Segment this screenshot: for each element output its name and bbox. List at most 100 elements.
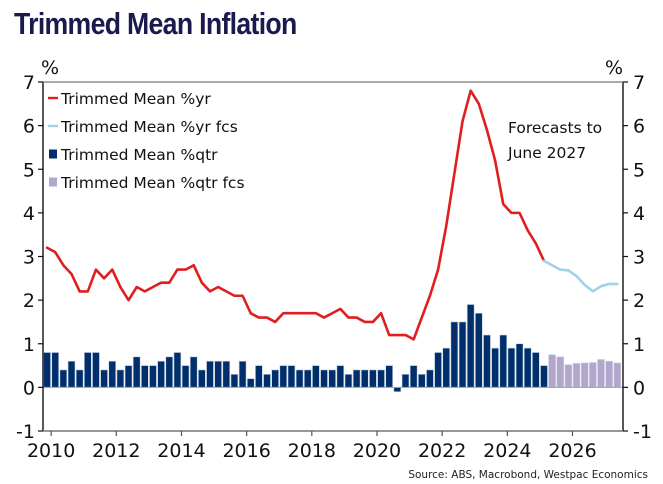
y-tick-label-right: 6 bbox=[633, 116, 645, 138]
y-tick-label-right: 3 bbox=[633, 247, 645, 269]
x-tick-label: 2012 bbox=[92, 440, 140, 462]
bar-mark bbox=[287, 365, 296, 388]
trimmed-mean-yr-fcs-line bbox=[542, 259, 619, 293]
bar-mark bbox=[442, 347, 451, 388]
bar-mark bbox=[336, 365, 345, 388]
axes-layer: -1 -1 0 0 1 1 2 2 3 3 4 4 5 5 6 6 7 7% % 2010 2012 2014 2016 20… bbox=[16, 57, 652, 462]
bar-mark bbox=[328, 369, 336, 388]
bar-mark bbox=[108, 360, 117, 388]
bar-mark bbox=[393, 387, 402, 393]
bar-mark bbox=[458, 321, 467, 388]
bar-mark bbox=[418, 373, 426, 388]
bar-mark bbox=[401, 373, 410, 388]
bar-mark bbox=[246, 378, 255, 388]
y-tick-label-right: 1 bbox=[633, 334, 645, 356]
legend-label: Trimmed Mean %qtr bbox=[60, 146, 218, 164]
bar-mark bbox=[515, 343, 524, 388]
bar-mark bbox=[149, 365, 157, 388]
y-tick-label-right: 7 bbox=[633, 72, 645, 94]
bar-mark bbox=[303, 369, 312, 388]
bar-mark bbox=[230, 373, 239, 388]
bar-mark bbox=[295, 369, 304, 388]
bar-mark bbox=[214, 360, 222, 388]
bar-mark bbox=[67, 360, 76, 388]
x-tick-label: 2020 bbox=[353, 440, 401, 462]
bar-mark bbox=[597, 359, 605, 388]
y-tick-label-right: 4 bbox=[633, 203, 645, 225]
bar-mark bbox=[556, 356, 565, 388]
bar-mark bbox=[434, 352, 442, 388]
bar-mark bbox=[59, 369, 68, 388]
source-note: Source: ABS, Macrobond, Westpac Economic… bbox=[408, 469, 648, 481]
x-tick-label: 2014 bbox=[157, 440, 205, 462]
y-tick-label-left: 2 bbox=[23, 290, 35, 312]
bar-mark bbox=[222, 360, 231, 388]
bar-mark bbox=[255, 365, 263, 388]
y-tick-label-left: -1 bbox=[16, 421, 35, 443]
bar-mark bbox=[580, 362, 589, 388]
legend-label: Trimmed Mean %yr bbox=[60, 90, 211, 108]
bar-mark bbox=[377, 369, 385, 388]
bar-mark bbox=[409, 365, 418, 388]
x-tick-label: 2016 bbox=[222, 440, 270, 462]
bar-mark bbox=[523, 347, 532, 388]
bar-mark bbox=[198, 369, 206, 388]
x-tick-label: 2026 bbox=[548, 440, 596, 462]
bar-mark bbox=[483, 334, 491, 388]
bar-mark bbox=[100, 369, 108, 388]
bar-mark bbox=[475, 312, 483, 388]
y-tick-label-left: 3 bbox=[23, 247, 35, 269]
bar-mark bbox=[499, 334, 508, 388]
y-unit-label-right: % bbox=[605, 57, 623, 79]
bar-mark bbox=[352, 369, 361, 388]
y-tick-label-left: 7 bbox=[23, 72, 35, 94]
bar-mark bbox=[132, 356, 141, 388]
annotation-line-2: June 2027 bbox=[507, 144, 586, 162]
bar-mark bbox=[189, 356, 198, 388]
bar-mark bbox=[263, 373, 271, 388]
bar-mark bbox=[181, 365, 190, 388]
bar-mark bbox=[605, 360, 613, 388]
bar-mark bbox=[124, 365, 133, 388]
legend-swatch-bar bbox=[49, 149, 57, 159]
legend-label: Trimmed Mean %yr fcs bbox=[60, 118, 238, 136]
x-tick-label: 2018 bbox=[288, 440, 336, 462]
bar-mark bbox=[572, 363, 581, 388]
bar-mark bbox=[165, 356, 174, 388]
bar-mark bbox=[466, 304, 475, 388]
bar-mark bbox=[51, 352, 59, 388]
x-tick-label: 2022 bbox=[418, 440, 466, 462]
bar-mark bbox=[279, 365, 288, 388]
annotation-line-1: Forecasts to bbox=[508, 119, 602, 137]
x-tick-label: 2010 bbox=[27, 440, 75, 462]
bar-mark bbox=[589, 362, 597, 388]
bar-mark bbox=[43, 352, 51, 388]
bar-mark bbox=[344, 373, 353, 388]
bar-mark bbox=[84, 352, 92, 388]
trimmed-mean-yr-line bbox=[45, 89, 546, 341]
bar-mark bbox=[92, 352, 100, 388]
bar-mark bbox=[532, 352, 540, 388]
bar-mark bbox=[238, 360, 247, 388]
bar-mark bbox=[548, 354, 556, 388]
bar-mark bbox=[426, 369, 434, 388]
y-tick-label-left: 6 bbox=[23, 116, 35, 138]
bar-mark bbox=[360, 369, 369, 388]
lines-layer bbox=[45, 89, 619, 341]
bar-mark bbox=[75, 369, 84, 388]
bar-mark bbox=[385, 365, 393, 388]
y-tick-label-right: 0 bbox=[633, 377, 645, 399]
bar-mark bbox=[540, 365, 548, 388]
y-tick-label-left: 4 bbox=[23, 203, 35, 225]
x-tick-label: 2024 bbox=[483, 440, 531, 462]
bars-layer bbox=[43, 304, 622, 393]
y-tick-label-left: 0 bbox=[23, 377, 35, 399]
y-tick-label-left: 5 bbox=[23, 159, 35, 181]
bar-mark bbox=[271, 369, 279, 388]
legend-swatch-bar bbox=[49, 177, 57, 187]
legend: Trimmed Mean %yr Trimmed Mean %yr fcs Trim… bbox=[48, 90, 245, 192]
bar-mark bbox=[157, 360, 165, 388]
bar-mark bbox=[369, 369, 377, 388]
bar-mark bbox=[320, 369, 328, 388]
y-tick-label-left: 1 bbox=[23, 334, 35, 356]
